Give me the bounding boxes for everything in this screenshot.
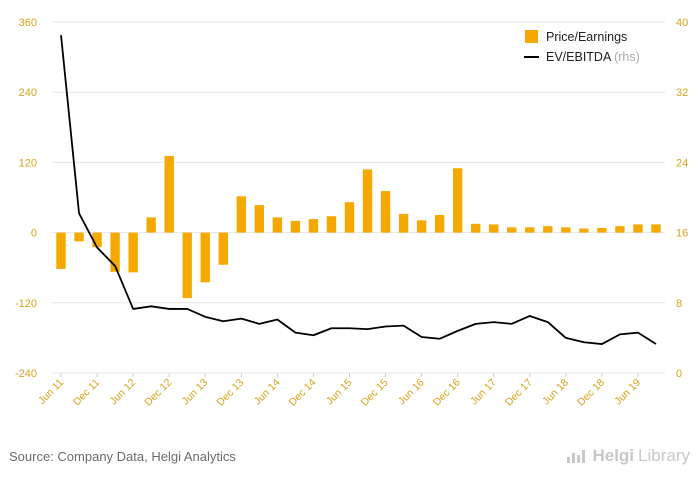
bar (344, 202, 355, 233)
right-tick-label: 0 (676, 368, 682, 380)
legend-label-ev-ebitda-text: EV/EBITDA (546, 50, 612, 64)
x-tick-label: Jun 13 (180, 377, 211, 408)
bar (380, 191, 391, 233)
right-tick-label: 32 (676, 87, 688, 99)
bar (398, 213, 409, 233)
bar (254, 205, 265, 233)
ev-ebitda-series (60, 35, 657, 345)
right-axis: 40 32 24 16 8 0 (676, 17, 688, 380)
bar (561, 227, 571, 233)
bar (182, 232, 192, 299)
left-tick-label: 240 (19, 87, 37, 99)
bar (597, 227, 607, 233)
bar (434, 215, 445, 233)
left-tick-label: -240 (15, 368, 37, 380)
x-tick-label: Dec 16 (431, 377, 463, 409)
legend-swatch-price-earnings (525, 30, 538, 43)
bar (452, 168, 463, 233)
price-earnings-series (56, 155, 661, 299)
bar (615, 226, 625, 233)
bar (236, 196, 246, 233)
x-tick-label: Jun 17 (468, 377, 499, 408)
bar (651, 224, 661, 233)
legend-label-price-earnings: Price/Earnings (546, 30, 627, 44)
right-tick-label: 8 (676, 298, 682, 310)
left-axis: 360 240 120 0 -120 -240 (15, 17, 37, 380)
right-tick-label: 40 (676, 17, 688, 29)
bar (471, 223, 481, 233)
left-tick-label: -120 (15, 298, 37, 310)
bar (164, 155, 174, 233)
x-tick-label: Jun 15 (324, 377, 355, 408)
right-tick-label: 24 (676, 157, 688, 169)
x-tick-label: Dec 14 (287, 377, 319, 409)
x-tick-label: Dec 17 (503, 377, 535, 409)
bar (290, 220, 301, 233)
brand-name-light: Library (638, 446, 690, 465)
grid (52, 21, 665, 374)
legend-rhs-note: (rhs) (614, 50, 640, 64)
x-tick-label: Dec 12 (142, 377, 174, 409)
bar (326, 216, 337, 233)
bar (416, 220, 427, 233)
chart-logo-icon (567, 450, 586, 463)
bar (218, 232, 228, 265)
bar (272, 217, 283, 233)
bar (200, 232, 210, 283)
bar (146, 217, 156, 233)
x-tick-label: Dec 13 (214, 377, 246, 409)
x-tick-label: Jun 16 (396, 377, 427, 408)
x-tick-label: Jun 19 (612, 377, 643, 408)
bar (489, 224, 499, 233)
x-tick-label: Dec 18 (575, 377, 607, 409)
bar (362, 169, 373, 233)
x-tick-label: Jun 18 (540, 377, 571, 408)
bar (543, 226, 553, 233)
bar (507, 227, 517, 233)
bar (92, 232, 102, 248)
brand-logo[interactable]: Helgi Library (566, 446, 690, 466)
x-tick-label: Jun 11 (36, 377, 66, 407)
ev-ebitda-line (60, 35, 657, 345)
left-tick-label: 0 (31, 228, 37, 240)
legend-label-ev-ebitda: EV/EBITDA (rhs) (546, 50, 640, 64)
bar (74, 232, 84, 242)
bar (633, 224, 643, 233)
bar (308, 219, 319, 233)
x-tick-label: Dec 11 (71, 377, 103, 409)
legend: Price/Earnings EV/EBITDA (rhs) (524, 30, 640, 64)
bar (110, 232, 120, 272)
bar (128, 232, 138, 273)
x-axis: Jun 11 Dec 11 Jun 12 Dec 12 Jun 13 Dec 13 Jun … (36, 373, 643, 409)
x-tick-label: Jun 12 (107, 377, 138, 408)
source-note: Source: Company Data, Helgi Analytics (9, 449, 236, 464)
bar (525, 227, 535, 233)
left-tick-label: 120 (19, 157, 37, 169)
left-tick-label: 360 (19, 17, 37, 29)
bar (579, 228, 589, 233)
bar (56, 232, 66, 269)
x-tick-label: Jun 14 (252, 377, 283, 408)
right-tick-label: 16 (676, 228, 688, 240)
brand-name-bold: Helgi (592, 446, 635, 465)
x-tick-label: Dec 15 (359, 377, 391, 409)
